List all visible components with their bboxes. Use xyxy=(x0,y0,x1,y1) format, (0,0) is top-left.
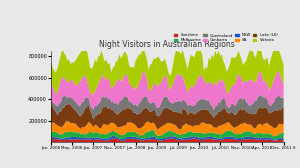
Title: Night Visitors in Australian Regions: Night Visitors in Australian Regions xyxy=(100,40,235,49)
Legend: Sunshine, Melbourne, Queensland, Canberra, NSW, SA, Lake (LK), Victoria: Sunshine, Melbourne, Queensland, Canberr… xyxy=(173,33,278,43)
